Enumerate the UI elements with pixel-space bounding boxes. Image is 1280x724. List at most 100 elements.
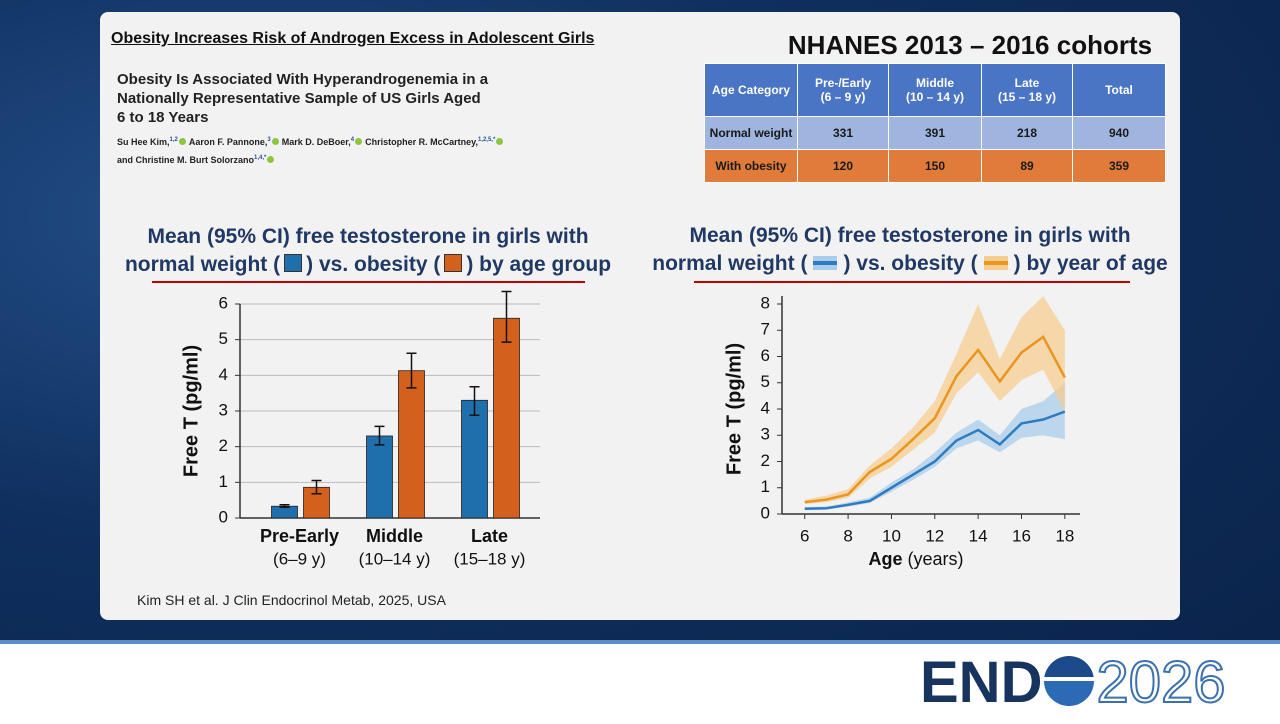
header-cell: Pre-/Early (6 – 9 y) [797, 63, 889, 117]
y-tick-label: 6 [219, 293, 228, 312]
bar [398, 370, 425, 519]
error-bar [374, 425, 385, 446]
x-tick-label: 6 [800, 526, 809, 545]
x-tick-label: 10 [882, 526, 901, 545]
y-tick-label: 3 [761, 425, 770, 444]
y-tick-label: 8 [761, 293, 770, 312]
author-name: Aaron F. Pannone, [188, 137, 268, 147]
headline: Obesity Increases Risk of Androgen Exces… [111, 30, 595, 47]
header-cell: Middle (10 – 14 y) [888, 63, 982, 117]
author-affiliation: 3 [267, 137, 271, 143]
error-bar [406, 352, 417, 389]
x-tick-label: 12 [925, 526, 944, 545]
x-tick-label: 8 [843, 526, 852, 545]
mean-line [804, 334, 1066, 504]
line-chart-title: Mean (95% CI) free testosterone in girls… [650, 222, 1170, 278]
x-axis-label-unit: (years) [908, 549, 964, 569]
paper-title: Obesity Is Associated With Hyperandrogen… [117, 70, 488, 127]
author-affiliation: 4 [350, 137, 355, 143]
title-text: ) by year of age [1013, 252, 1168, 275]
y-axis-label: Free T (pg/ml) [723, 343, 745, 475]
y-tick-label: 1 [219, 472, 228, 491]
header-cell: Late (15 – 18 y) [981, 63, 1073, 117]
author-name: Mark D. DeBoer, [281, 137, 351, 147]
title-text: ) vs. obesity ( [306, 253, 441, 276]
title-line: Mean (95% CI) free testosterone in girls… [147, 225, 589, 248]
logo-year: 2026 [1095, 649, 1226, 716]
error-bar [469, 385, 480, 417]
bar [493, 317, 520, 519]
error-bar [311, 479, 322, 495]
x-tick-label: 18 [1055, 526, 1074, 545]
header-text: Pre-/Early [814, 76, 872, 90]
table-header-row: Age Category Pre-/Early (6 – 9 y) Middle (10… [704, 63, 1166, 117]
x-tick-label: 16 [1012, 526, 1031, 545]
y-tick-label: 0 [219, 507, 228, 526]
legend-swatch [983, 256, 1008, 270]
y-tick-label: 4 [219, 365, 228, 384]
table-title: NHANES 2013 – 2016 cohorts [787, 30, 1153, 60]
bar-chart-title: Mean (95% CI) free testosterone in girls… [108, 223, 628, 279]
x-tick-sublabel: (15–18 y) [454, 549, 526, 568]
y-tick-label: 5 [219, 329, 228, 348]
title-text: normal weight ( [652, 252, 808, 275]
title-text: ) by age group [466, 253, 612, 276]
table-cell: 391 [888, 116, 982, 150]
y-tick-label: 5 [761, 372, 770, 391]
author-affiliation: 1,4,* [254, 155, 267, 161]
bar [461, 399, 488, 519]
x-tick-sublabel: (6–9 y) [273, 549, 326, 568]
orcid-icon [496, 138, 504, 145]
paper-title-line: Obesity Is Associated With Hyperandrogen… [117, 71, 489, 88]
orcid-icon [178, 138, 186, 145]
paper-title-line: Nationally Representative Sample of US G… [117, 90, 481, 107]
table-cell: 89 [981, 149, 1073, 183]
table-row: With obesity 120 150 89 359 [704, 149, 1166, 183]
table-cell: 150 [888, 149, 982, 183]
header-cell: Total [1072, 63, 1166, 117]
error-bar [279, 504, 290, 509]
bar [366, 435, 393, 519]
error-bar [501, 290, 512, 343]
paper-title-line: 6 to 18 Years [117, 109, 209, 126]
x-tick-label: 14 [969, 526, 988, 545]
table-row: Normal weight 331 391 218 940 [704, 116, 1166, 150]
mean-line [804, 410, 1066, 510]
title-line: normal weight ( ) vs. obesity ( ) by year … [650, 250, 1170, 278]
header-text: (6 – 9 y) [820, 90, 866, 104]
header-text: (15 – 18 y) [997, 90, 1057, 104]
orcid-icon [355, 138, 363, 145]
y-tick-label: 6 [761, 346, 770, 365]
header-text: (10 – 14 y) [905, 90, 965, 104]
author-name: Su Hee Kim, [117, 137, 170, 147]
legend-line [983, 261, 1008, 265]
legend-swatch [284, 254, 303, 272]
author-affiliation: 1,2 [169, 137, 178, 143]
x-tick-label: Late [471, 526, 508, 546]
ci-band [804, 296, 1065, 505]
title-text: normal weight ( [124, 253, 281, 276]
y-axis-label: Free T (pg/ml) [180, 345, 202, 477]
author-name: and Christine M. Burt Solorzano [117, 155, 255, 165]
x-tick-label: Pre-Early [260, 526, 339, 546]
y-tick-label: 1 [761, 477, 770, 496]
citation: Kim SH et al. J Clin Endocrinol Metab, 2… [137, 592, 446, 608]
y-tick-label: 0 [761, 503, 770, 522]
title-line: normal weight ( ) vs. obesity ( ) by age g… [108, 251, 628, 279]
y-tick-label: 7 [761, 320, 770, 339]
author-affiliation: 1,2,5,* [477, 137, 496, 143]
x-axis-label-bold: Age [868, 549, 902, 569]
cohort-table: Age Category Pre-/Early (6 – 9 y) Middle (10… [704, 63, 1166, 183]
legend-swatch [813, 256, 838, 270]
authors: Su Hee Kim,1,2 Aaron F. Pannone,3 Mark D. … [117, 132, 577, 168]
table-cell: 359 [1072, 149, 1166, 183]
x-tick-label: Middle [366, 526, 423, 546]
title-text: ) vs. obesity ( [843, 252, 978, 275]
table-cell: 120 [797, 149, 889, 183]
y-tick-label: 2 [219, 436, 228, 455]
y-tick-label: 2 [761, 451, 770, 470]
header-text: Late [1014, 76, 1040, 90]
logo-globe [1044, 656, 1095, 706]
